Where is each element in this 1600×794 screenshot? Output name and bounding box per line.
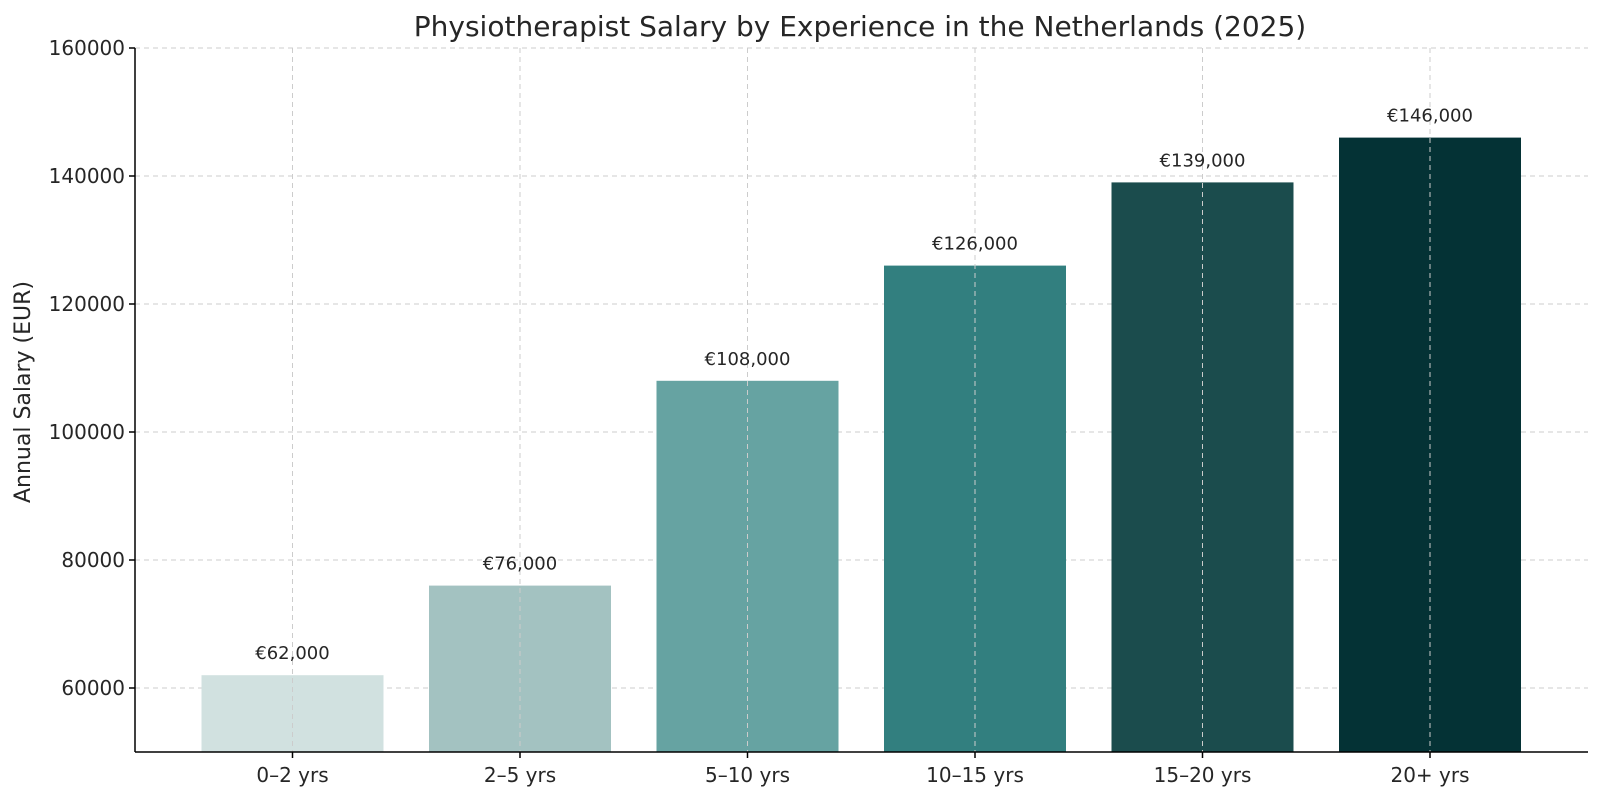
y-tick-label: 100000 (49, 420, 125, 444)
axis-layer: 60000 80000 100000 120000 140000 160000 0–2 yr… (49, 36, 1588, 787)
vertical-grid-layer (292, 48, 1431, 752)
x-tick-label: 0–2 yrs (256, 763, 328, 787)
x-tick-label: 15–20 yrs (1154, 763, 1252, 787)
x-tick-label: 10–15 yrs (926, 763, 1024, 787)
x-tick-label: 5–10 yrs (705, 763, 790, 787)
y-tick-label: 60000 (61, 676, 125, 700)
y-tick-label: 120000 (49, 292, 125, 316)
data-label: €126,000 (932, 234, 1018, 255)
y-tick-label: 80000 (61, 548, 125, 572)
data-label-layer: €62,000 €76,000 €108,000 €126,000 €139,000 €1… (255, 106, 1473, 665)
data-label: €62,000 (255, 643, 329, 664)
y-tick-label: 140000 (49, 164, 125, 188)
data-label: €139,000 (1160, 150, 1246, 171)
y-tick-label: 160000 (49, 36, 125, 60)
chart-title: Physiotherapist Salary by Experience in … (414, 10, 1306, 43)
x-tick-label: 2–5 yrs (484, 763, 556, 787)
y-axis-label: Annual Salary (EUR) (11, 281, 36, 503)
bar (201, 675, 384, 752)
x-tick-label: 20+ yrs (1390, 763, 1469, 787)
bar-layer (201, 137, 1521, 753)
data-label: €108,000 (705, 349, 791, 370)
data-label: €76,000 (483, 554, 557, 575)
data-label: €146,000 (1387, 106, 1473, 127)
